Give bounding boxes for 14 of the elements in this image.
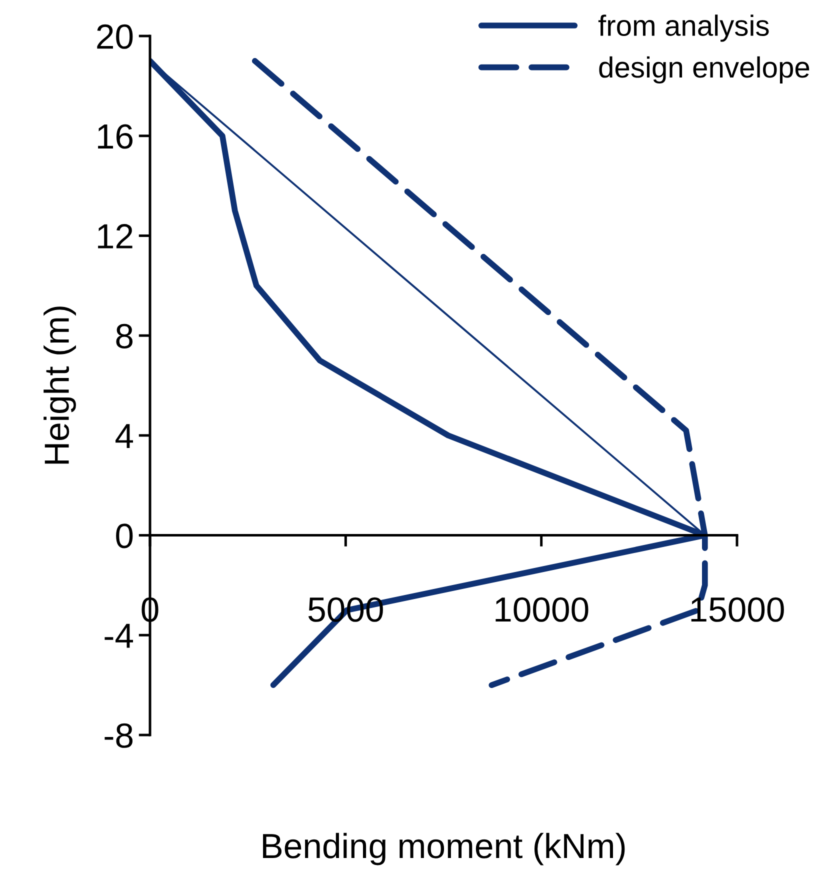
y-tick-label: -8: [104, 723, 133, 748]
y-tick-label: -4: [104, 624, 134, 648]
x-tick-label: 10000: [496, 597, 588, 622]
y-tick-label: 8: [116, 324, 133, 348]
y-tick-label: 0: [116, 524, 133, 548]
x-axis-title: Bending moment (kNm): [263, 832, 625, 866]
x-tick-label: 15000: [691, 597, 784, 622]
legend-label: from analysis: [598, 14, 769, 42]
y-tick-label: 20: [97, 24, 133, 49]
y-tick-label: 4: [116, 424, 134, 448]
y-tick-label: 12: [98, 224, 132, 248]
y-tick-label: 16: [98, 124, 133, 149]
legend-label: design envelope: [599, 56, 810, 84]
y-axis-title: Height (m): [44, 306, 76, 464]
